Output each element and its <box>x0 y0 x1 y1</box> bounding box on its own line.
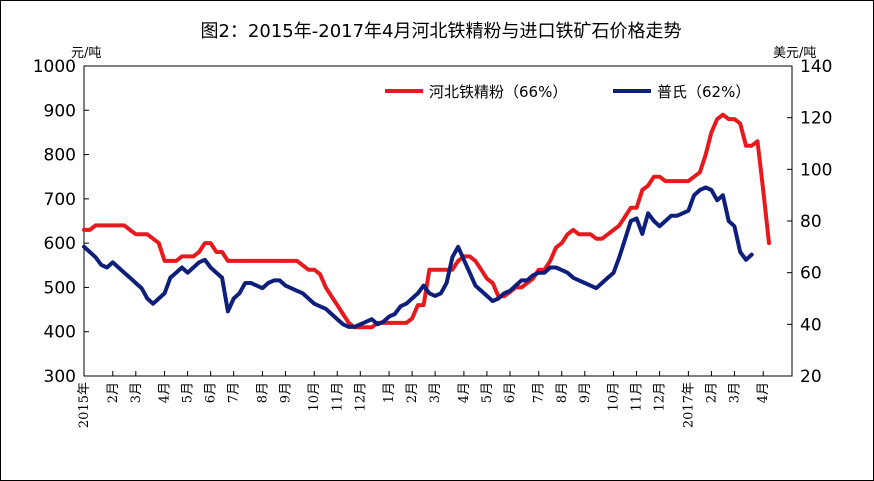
x-tick-label: 7月 <box>532 382 547 403</box>
left-y-tick-label: 600 <box>44 234 76 254</box>
x-tick-label: 2月 <box>704 382 719 403</box>
left-y-tick-label: 800 <box>44 146 76 166</box>
left-y-tick-label: 1000 <box>33 57 76 77</box>
x-tick-label: 2月 <box>405 382 420 403</box>
x-tick-label: 3月 <box>727 382 742 403</box>
chart-title: 图2：2015年-2017年4月河北铁精粉与进口铁矿石价格走势 <box>200 21 681 42</box>
x-tick-label: 5月 <box>181 382 196 403</box>
x-tick-label: 5月 <box>480 382 495 403</box>
plot-area-border <box>83 65 793 377</box>
x-tick-label: 9月 <box>578 382 593 403</box>
series-line-1 <box>82 185 754 329</box>
x-tick-label: 4月 <box>457 382 472 403</box>
right-y-tick-label: 80 <box>800 212 822 232</box>
legend: 河北铁精粉（66%） 普氏（62%） <box>385 83 750 101</box>
left-y-tick-label: 400 <box>44 323 76 343</box>
right-y-tick-label: 20 <box>800 367 822 387</box>
x-tick-label: 10月 <box>307 382 322 412</box>
x-tick-label: 8月 <box>255 382 270 403</box>
x-tick-label: 7月 <box>227 382 242 403</box>
series-layer <box>82 112 771 330</box>
x-tick-label: 11月 <box>330 382 345 412</box>
x-tick-label: 3月 <box>428 382 443 403</box>
x-tick-label: 11月 <box>630 382 645 412</box>
x-tick-label: 2017年 <box>681 382 696 428</box>
right-y-tick-label: 140 <box>800 57 832 77</box>
legend-label-platts: 普氏（62%） <box>657 83 750 101</box>
x-tick-label: 2月 <box>106 382 121 403</box>
left-axis-unit: 元/吨 <box>71 46 101 61</box>
x-tick-label: 12月 <box>353 382 368 412</box>
legend-label-hebei: 河北铁精粉（66%） <box>429 83 567 101</box>
x-tick-label: 6月 <box>204 382 219 403</box>
right-axis-unit: 美元/吨 <box>773 46 816 61</box>
x-tick-label: 4月 <box>756 382 771 403</box>
x-tick-label: 12月 <box>653 382 668 412</box>
right-y-tick-label: 100 <box>800 160 832 180</box>
x-tick-label: 6月 <box>503 382 518 403</box>
x-tick-label: 3月 <box>129 382 144 403</box>
x-tick-label: 8月 <box>555 382 570 403</box>
left-y-axis: 300 400 500 600 700 800 900 1000 <box>33 57 89 387</box>
x-tick-label: 1月 <box>382 382 397 403</box>
right-y-tick-label: 40 <box>800 315 822 335</box>
left-y-tick-label: 500 <box>44 278 76 298</box>
right-y-tick-label: 60 <box>800 264 822 284</box>
left-y-tick-label: 700 <box>44 190 76 210</box>
left-y-tick-label: 300 <box>44 367 76 387</box>
x-tick-label: 4月 <box>158 382 173 403</box>
x-tick-label: 2015年 <box>77 382 92 428</box>
x-tick-label: 9月 <box>278 382 293 403</box>
right-y-tick-label: 120 <box>800 109 832 129</box>
x-tick-label: 10月 <box>607 382 622 412</box>
left-y-tick-label: 900 <box>44 101 76 121</box>
x-axis: 2015年 2月 3月 4月 5月 6月 7月 8月 9月 10月 11月 12月 1月 2月 3月 4月 5月… <box>77 371 771 428</box>
right-y-axis: 20 40 60 80 100 120 140 <box>787 57 832 387</box>
